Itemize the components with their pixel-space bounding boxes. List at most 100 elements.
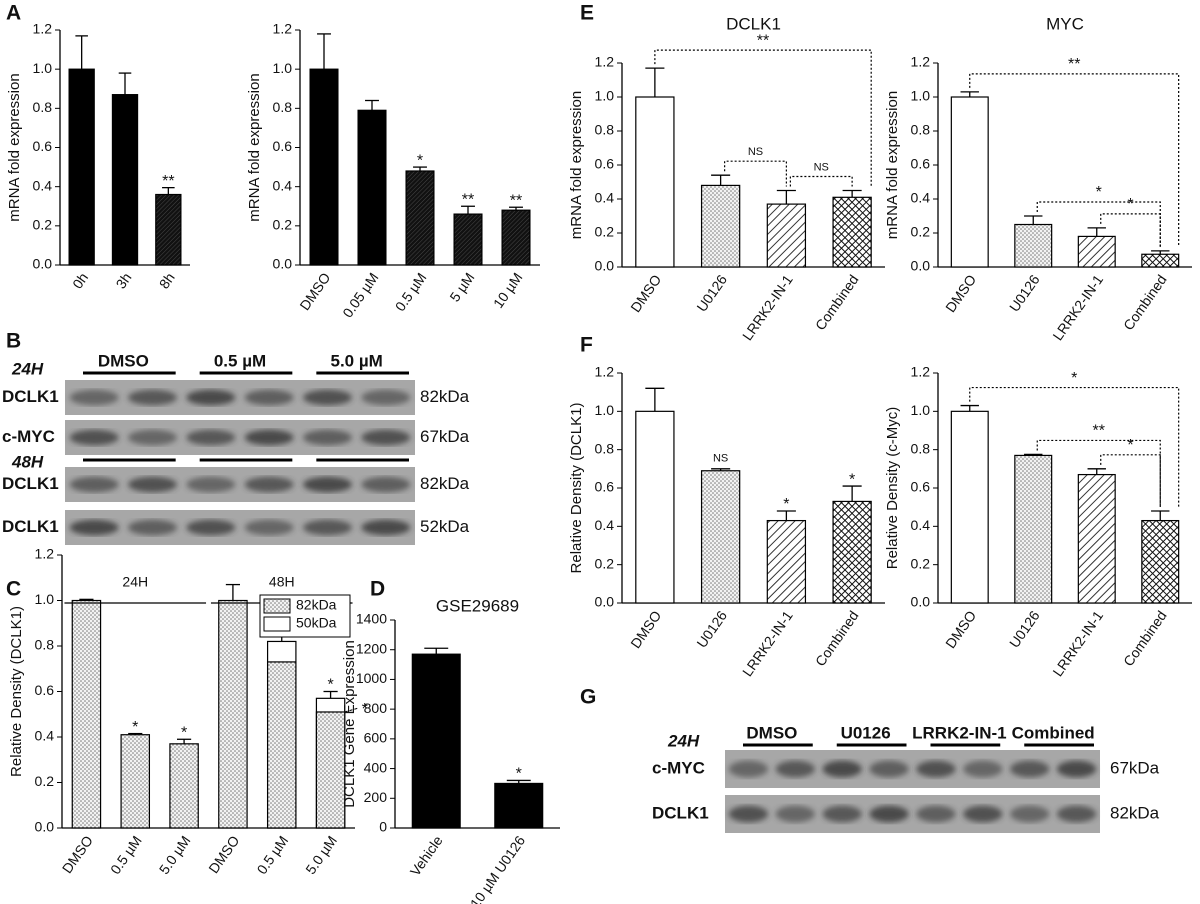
blot-band <box>775 760 815 778</box>
y-tick-label: 0.0 <box>911 594 931 610</box>
bar <box>635 96 675 268</box>
x-tick-label: 5.0 µM <box>302 833 340 877</box>
blot-strip <box>65 467 415 502</box>
size-label: 82kDa <box>420 474 470 493</box>
blot-band <box>303 519 352 536</box>
y-tick-label: 1.2 <box>911 54 931 70</box>
error-bar <box>162 186 175 195</box>
bracket <box>969 386 1180 507</box>
size-label: 52kDa <box>420 517 470 536</box>
y-tick-label: 0.6 <box>911 156 931 172</box>
panel-label: A <box>6 2 21 25</box>
error-bar <box>1024 453 1043 456</box>
bracket-label: NS <box>814 161 829 173</box>
significance: ** <box>162 173 174 190</box>
blot-band <box>128 476 177 493</box>
blot-band <box>822 805 862 823</box>
bar <box>1077 473 1116 604</box>
y-tick-label: 0.4 <box>35 728 55 744</box>
bar <box>766 203 807 268</box>
y-tick-label: 1400 <box>356 611 387 627</box>
blot-band <box>69 429 119 446</box>
panel-label: G <box>580 686 596 709</box>
y-tick-label: 1.0 <box>911 402 931 418</box>
blot-band <box>361 389 411 406</box>
chart-title: MYC <box>1046 14 1084 33</box>
protein-label: DCLK1 <box>2 387 59 406</box>
x-tick-label: 8h <box>156 270 178 292</box>
y-tick-label: 0.6 <box>911 479 931 495</box>
panel-label: B <box>6 330 21 353</box>
blot-band <box>128 519 177 536</box>
blot-band <box>186 519 236 536</box>
sig-leader <box>344 707 359 713</box>
lane-label: 0.5 µM <box>214 351 266 370</box>
x-tick-label: Vehicle <box>407 833 446 879</box>
blot-band <box>1056 805 1097 823</box>
y-tick-label: 0.8 <box>273 99 293 115</box>
blot-strip <box>65 510 415 545</box>
y-tick-label: 0.2 <box>911 555 931 571</box>
blot-band <box>69 476 119 493</box>
blot-band <box>963 805 1003 823</box>
y-tick-label: 600 <box>364 730 388 746</box>
x-tick-label: 3h <box>112 270 134 292</box>
x-tick-label: LRRK2-IN-1 <box>1049 271 1106 343</box>
y-tick-label: 800 <box>364 700 388 716</box>
error-bar <box>365 99 379 111</box>
error-bar <box>645 67 665 97</box>
lane-label: U0126 <box>841 723 891 742</box>
y-tick-label: 0.8 <box>595 440 615 456</box>
blot-band <box>963 760 1003 778</box>
time-label: 24H <box>667 731 700 750</box>
bracket <box>1100 213 1161 247</box>
x-tick-label: DMSO <box>942 272 979 316</box>
bracket <box>724 160 787 187</box>
error-bar <box>1087 227 1106 237</box>
error-bar <box>960 91 979 97</box>
blot-band <box>186 389 236 406</box>
error-bar <box>1151 510 1170 521</box>
time-label: 24H <box>11 359 44 378</box>
y-tick-label: 0.6 <box>33 138 53 154</box>
x-tick-label: 0.05 µM <box>339 270 381 321</box>
chart-title: DCLK1 <box>726 14 781 33</box>
bar <box>494 782 544 829</box>
x-tick-label: 0.5 µM <box>253 833 291 877</box>
bracket-label: * <box>1096 184 1102 201</box>
bracket <box>1036 439 1161 507</box>
bar <box>1077 235 1116 268</box>
y-tick-label: 0.6 <box>273 138 293 154</box>
group-label: 24H <box>122 574 148 590</box>
legend-swatch <box>263 598 291 614</box>
y-tick-label: 0.2 <box>273 217 293 233</box>
significance: * <box>849 471 855 488</box>
x-tick-label: U0126 <box>693 608 730 651</box>
bar <box>635 410 675 604</box>
y-tick-label: 0.2 <box>33 217 53 233</box>
panel-label: E <box>580 2 594 25</box>
bracket-label: * <box>1071 370 1077 387</box>
x-tick-label: Combined <box>1120 608 1170 669</box>
group-label: 48H <box>269 574 295 590</box>
error-bar <box>711 468 731 471</box>
bracket-label: ** <box>1068 56 1080 73</box>
blot-strip <box>65 420 415 455</box>
y-tick-label: 0 <box>379 819 387 835</box>
y-tick-label: 0.8 <box>35 637 55 653</box>
size-label: 82kDa <box>420 387 470 406</box>
y-tick-label: 0.0 <box>911 258 931 274</box>
x-tick-label: U0126 <box>1006 272 1043 315</box>
x-tick-label: Combined <box>1120 272 1170 333</box>
x-tick-label: 10 µM U0126 <box>467 832 529 904</box>
error-bar <box>118 72 132 95</box>
bar <box>218 599 248 829</box>
y-tick-label: 0.2 <box>595 224 615 240</box>
bar <box>766 519 807 604</box>
lane-label: LRRK2-IN-1 <box>912 723 1006 742</box>
error-bar <box>711 174 731 186</box>
error-bar <box>1087 468 1106 475</box>
significance: * <box>783 496 789 513</box>
y-tick-label: 1.2 <box>595 54 615 70</box>
lane-label: 5.0 µM <box>331 351 383 370</box>
